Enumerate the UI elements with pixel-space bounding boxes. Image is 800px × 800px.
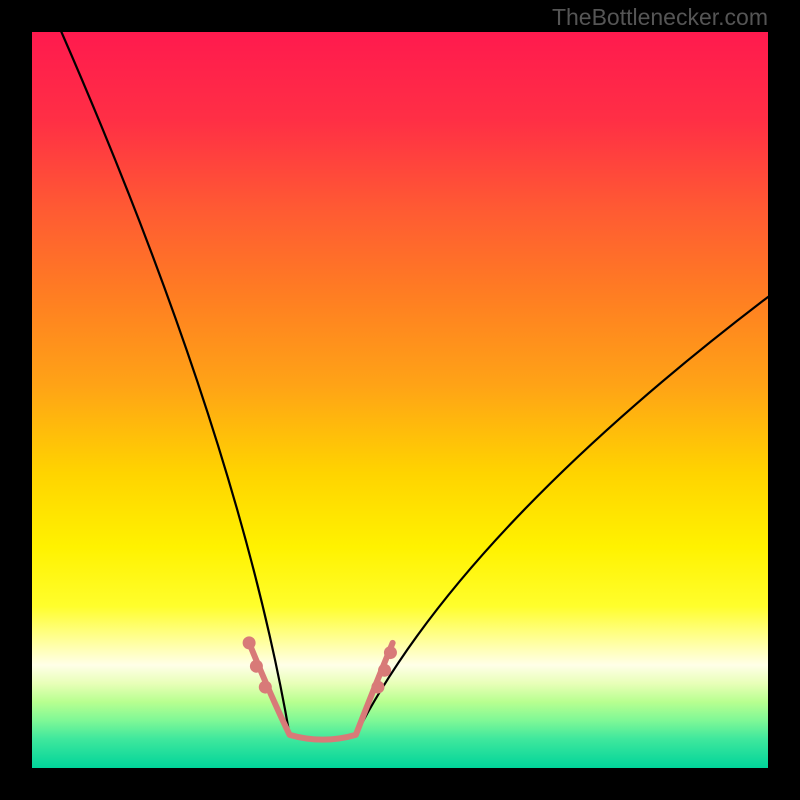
watermark-text: TheBottlenecker.com <box>552 4 768 31</box>
heat-gradient-background <box>32 32 768 768</box>
plot-area <box>32 32 768 768</box>
